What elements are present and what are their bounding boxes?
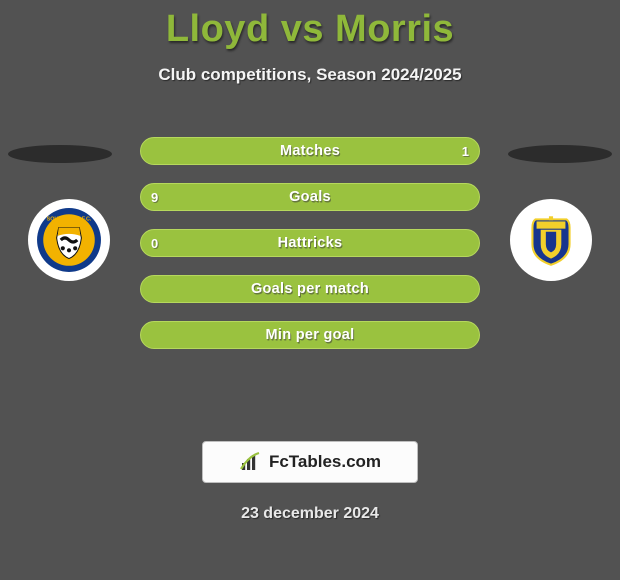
comparison-widget: Lloyd vs Morris Club competitions, Seaso… (0, 0, 620, 580)
subtitle: Club competitions, Season 2024/2025 (0, 65, 620, 85)
stat-right-value: 1 (462, 144, 469, 159)
stat-left-value: 9 (151, 190, 158, 205)
left-club-crest[interactable]: SOUTHPORT F.C. (28, 199, 110, 281)
right-shadow (508, 145, 612, 163)
page-title: Lloyd vs Morris (0, 0, 620, 51)
bar-chart-icon (239, 450, 263, 474)
stat-pill-min-per-goal: Min per goal (140, 321, 480, 349)
brand-text: FcTables.com (269, 452, 381, 472)
stat-label: Min per goal (266, 327, 355, 343)
stat-left-value: 0 (151, 236, 158, 251)
stat-label: Hattricks (278, 235, 343, 251)
stat-pill-goals-per-match: Goals per match (140, 275, 480, 303)
right-club-crest[interactable] (510, 199, 592, 281)
stat-label: Goals (289, 189, 331, 205)
blue-yellow-crest-icon (518, 207, 584, 273)
southport-fc-crest-icon: SOUTHPORT F.C. (36, 207, 102, 273)
svg-text:SOUTHPORT F.C.: SOUTHPORT F.C. (47, 216, 92, 222)
date-text: 23 december 2024 (0, 505, 620, 523)
stat-pill-hattricks: 0 Hattricks (140, 229, 480, 257)
stat-label: Matches (280, 143, 340, 159)
content-area: SOUTHPORT F.C. Matches 1 9 Goals (0, 115, 620, 435)
brand-badge[interactable]: FcTables.com (202, 441, 418, 483)
stat-label: Goals per match (251, 281, 369, 297)
left-shadow (8, 145, 112, 163)
stat-pill-goals: 9 Goals (140, 183, 480, 211)
stat-pill-matches: Matches 1 (140, 137, 480, 165)
stat-pill-column: Matches 1 9 Goals 0 Hattricks Goals per … (140, 137, 480, 349)
